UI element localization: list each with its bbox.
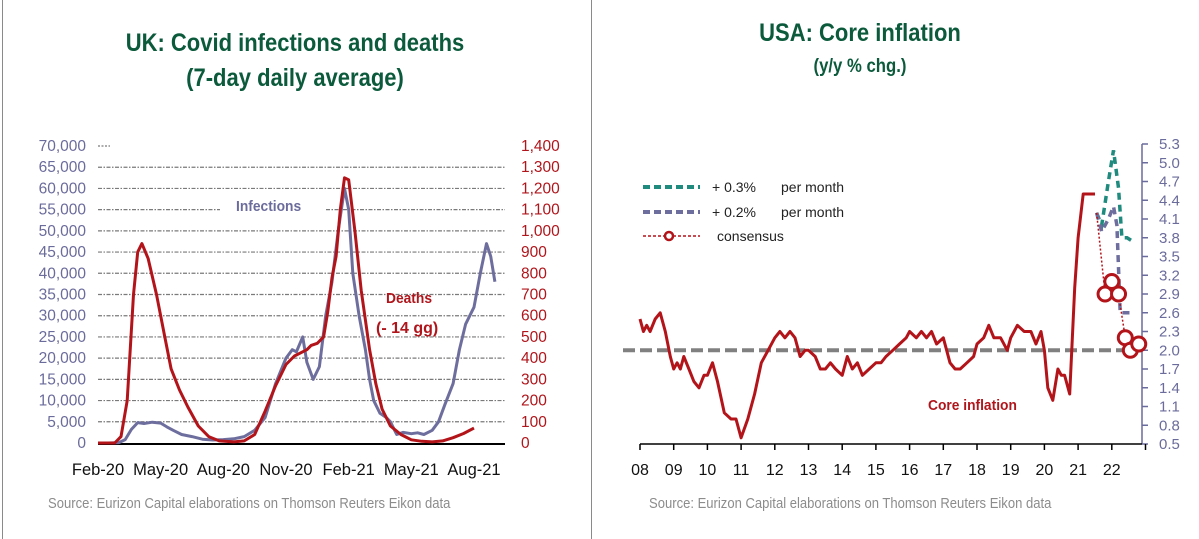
uk-left-tick-label: 0 bbox=[77, 435, 86, 452]
usa-y-tick-label: 1.7 bbox=[1159, 361, 1180, 378]
usa-consensus-point bbox=[1130, 335, 1148, 353]
usa-y-tick-label: 3.5 bbox=[1159, 249, 1180, 266]
usa-x-tick-label: 16 bbox=[901, 462, 919, 479]
usa-y-tick-label: 2.9 bbox=[1159, 286, 1180, 303]
uk-source-note: Source: Eurizon Capital elaborations on … bbox=[48, 496, 451, 512]
uk-x-tick-label: Aug-21 bbox=[447, 461, 500, 479]
uk-left-tick-label: 50,000 bbox=[39, 223, 87, 240]
uk-left-tick-label: 20,000 bbox=[39, 350, 87, 367]
uk-left-tick-label: 70,000 bbox=[39, 138, 87, 155]
left-panel-frame bbox=[2, 0, 592, 539]
usa-consensus-point bbox=[1110, 285, 1128, 303]
uk-right-tick-label: 0 bbox=[521, 435, 530, 452]
uk-left-tick-label: 35,000 bbox=[39, 287, 87, 304]
usa-y-tick-label: 5.3 bbox=[1159, 136, 1180, 153]
usa-y-tick-label: 2.0 bbox=[1159, 342, 1180, 359]
usa-x-tick-label: 10 bbox=[699, 462, 717, 479]
uk-left-tick-label: 45,000 bbox=[39, 244, 87, 261]
uk-chart-subtitle: (7-day daily average) bbox=[186, 64, 404, 92]
uk-left-tick-label: 25,000 bbox=[39, 329, 87, 346]
uk-right-tick-label: 1,200 bbox=[521, 180, 560, 197]
usa-y-tick-label: 0.8 bbox=[1159, 417, 1180, 434]
usa-x-tick-label: 09 bbox=[665, 462, 683, 479]
usa-x-tick-label: 17 bbox=[934, 462, 952, 479]
uk-left-tick-label: 60,000 bbox=[39, 180, 87, 197]
uk-x-tick-label: Nov-20 bbox=[259, 461, 312, 479]
uk-left-tick-label: 5,000 bbox=[47, 414, 86, 431]
uk-right-tick-label: 100 bbox=[521, 414, 547, 431]
uk-deaths-line bbox=[98, 176, 475, 445]
usa-x-tick-label: 22 bbox=[1103, 462, 1121, 479]
deaths-lag-label: (- 14 gg) bbox=[376, 320, 438, 337]
uk-left-tick-label: 65,000 bbox=[39, 159, 87, 176]
uk-left-tick-label: 40,000 bbox=[39, 265, 87, 282]
uk-right-tick-label: 1,000 bbox=[521, 223, 560, 240]
usa-y-tick-label: 0.5 bbox=[1159, 436, 1180, 453]
deaths-label: Deaths bbox=[386, 291, 432, 308]
usa-x-tick-label: 18 bbox=[968, 462, 986, 479]
legend-label-2: consensus bbox=[717, 228, 784, 244]
uk-left-tick-label: 55,000 bbox=[39, 202, 87, 219]
usa-x-tick-label: 08 bbox=[631, 462, 649, 479]
usa-x-tick-label: 12 bbox=[766, 462, 784, 479]
uk-right-tick-label: 1,400 bbox=[521, 138, 560, 155]
legend-label-1: + 0.2% bbox=[712, 204, 756, 220]
uk-right-tick-label: 700 bbox=[521, 287, 547, 304]
usa-x-tick-label: 20 bbox=[1036, 462, 1054, 479]
uk-right-tick-label: 400 bbox=[521, 350, 547, 367]
uk-right-tick-label: 800 bbox=[521, 265, 547, 282]
uk-left-tick-label: 15,000 bbox=[39, 371, 87, 388]
usa-y-tick-label: 3.2 bbox=[1159, 267, 1180, 284]
uk-left-tick-label: 30,000 bbox=[39, 308, 87, 325]
usa-x-tick-label: 11 bbox=[733, 462, 750, 479]
usa-plus-0-3-line bbox=[1094, 150, 1133, 243]
usa-y-tick-label: 5.0 bbox=[1159, 155, 1180, 172]
usa-y-tick-label: 1.4 bbox=[1159, 380, 1180, 397]
usa-x-tick-label: 15 bbox=[867, 462, 885, 479]
uk-x-tick-label: Feb-21 bbox=[323, 461, 375, 479]
uk-right-tick-label: 600 bbox=[521, 308, 547, 325]
usa-consensus-point bbox=[1103, 273, 1121, 290]
uk-x-tick-label: Aug-20 bbox=[197, 461, 250, 479]
uk-right-tick-label: 200 bbox=[521, 393, 547, 410]
usa-y-tick-label: 1.1 bbox=[1159, 399, 1180, 416]
uk-chart-title: UK: Covid infections and deaths bbox=[125, 29, 465, 57]
usa-plus-0-2-line bbox=[1094, 200, 1132, 315]
usa-chart-subtitle: (y/y % chg.) bbox=[813, 56, 907, 77]
uk-right-tick-label: 300 bbox=[521, 371, 547, 388]
core-inflation-label: Core inflation bbox=[928, 398, 1017, 415]
usa-source-note: Source: Eurizon Capital elaborations on … bbox=[649, 496, 1052, 512]
legend-label-0: + 0.3% bbox=[712, 179, 756, 195]
usa-y-tick-label: 3.8 bbox=[1159, 230, 1180, 247]
legend-suffix-1: per month bbox=[781, 204, 844, 220]
usa-chart-title: USA: Core inflation bbox=[759, 19, 961, 47]
usa-y-tick-label: 2.3 bbox=[1159, 324, 1180, 341]
usa-x-tick-label: 21 bbox=[1069, 462, 1087, 479]
legend-swatch-marker-2 bbox=[663, 230, 675, 242]
usa-x-tick-label: 14 bbox=[833, 462, 851, 479]
uk-x-tick-label: Feb-20 bbox=[72, 461, 124, 479]
uk-left-tick-label: 10,000 bbox=[39, 393, 87, 410]
usa-core-inflation-line bbox=[638, 192, 1095, 440]
usa-x-tick-label: 13 bbox=[800, 462, 818, 479]
uk-right-tick-label: 1,100 bbox=[521, 202, 560, 219]
usa-y-tick-label: 4.1 bbox=[1159, 211, 1180, 228]
uk-right-tick-label: 500 bbox=[521, 329, 547, 346]
usa-x-tick-label: 19 bbox=[1002, 462, 1020, 479]
uk-right-tick-label: 1,300 bbox=[521, 159, 560, 176]
legend-suffix-0: per month bbox=[781, 179, 844, 195]
uk-x-tick-label: May-21 bbox=[384, 461, 439, 479]
infections-label: Infections bbox=[236, 199, 301, 216]
usa-y-tick-label: 2.6 bbox=[1159, 305, 1180, 322]
usa-y-tick-label: 4.4 bbox=[1159, 192, 1180, 209]
usa-y-tick-label: 4.7 bbox=[1159, 174, 1180, 191]
uk-right-tick-label: 900 bbox=[521, 244, 547, 261]
uk-x-tick-label: May-20 bbox=[133, 461, 188, 479]
